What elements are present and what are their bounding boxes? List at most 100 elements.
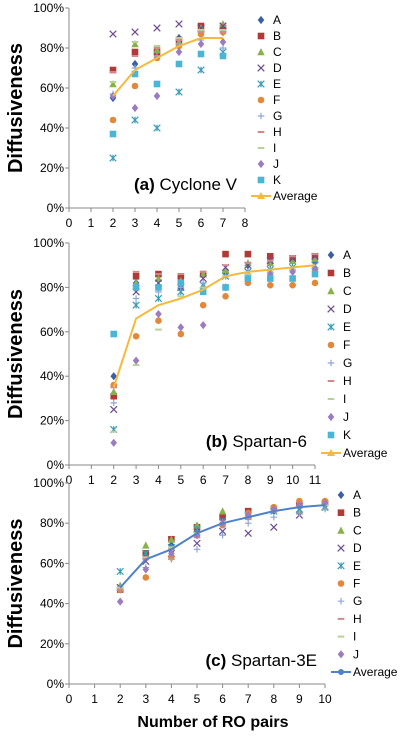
legend-marker-j — [327, 412, 335, 422]
y-tick-label: 80% — [40, 280, 64, 294]
data-point-f — [109, 116, 117, 124]
legend-marker-e — [327, 323, 335, 331]
x-tick-label: 3 — [132, 216, 139, 230]
x-tick-label: 0 — [66, 216, 73, 230]
x-tick-label: 2 — [117, 692, 124, 706]
data-point-g — [296, 509, 303, 517]
y-tick-label: 20% — [40, 414, 64, 428]
data-point-j — [321, 499, 329, 508]
legend-marker-a — [327, 250, 335, 260]
data-point-d — [131, 28, 139, 36]
x-tick-label: 2 — [110, 473, 117, 487]
average-line — [112, 264, 316, 388]
x-tick-label: 4 — [155, 473, 162, 487]
x-tick-label: 6 — [200, 473, 207, 487]
legend-marker-d — [327, 305, 335, 313]
data-point-j — [153, 91, 161, 101]
x-tick-label: 5 — [194, 692, 201, 706]
x-tick-label: 3 — [133, 473, 140, 487]
data-point-b — [219, 24, 227, 32]
legend-label: E — [273, 77, 281, 91]
y-tick-label: 0% — [47, 458, 65, 472]
x-tick-label: 2 — [110, 216, 117, 230]
legend-label: Average — [273, 189, 318, 203]
legend-label: F — [343, 338, 350, 352]
data-point-d — [153, 24, 161, 32]
data-point-f — [199, 301, 207, 309]
panel-title: (a) Cyclone V — [134, 175, 238, 194]
y-tick-label: 100% — [33, 236, 64, 250]
y-tick-label: 20% — [40, 161, 64, 175]
legend-marker-e — [337, 562, 345, 570]
x-tick-label: 1 — [91, 692, 98, 706]
legend-marker-b — [327, 269, 335, 277]
legend-label: G — [273, 109, 282, 123]
x-tick-label: 7 — [220, 216, 227, 230]
x-axis-label: Number of RO pairs — [137, 714, 288, 731]
data-point-k — [110, 330, 118, 338]
y-tick-label: 40% — [40, 597, 64, 611]
data-point-c — [110, 387, 118, 396]
legend-label: C — [343, 284, 352, 298]
data-point-b — [266, 253, 274, 260]
data-point-e — [154, 294, 163, 303]
data-point-f — [289, 281, 296, 289]
panel-name: Spartan-3E — [231, 651, 317, 670]
data-point-c — [266, 259, 274, 267]
y-axis-label: Diffusiveness — [5, 43, 27, 173]
panel-label: (c) — [206, 651, 232, 670]
legend-label: E — [343, 320, 351, 334]
y-tick-label: 60% — [40, 81, 64, 95]
legend-label: C — [353, 523, 362, 537]
y-tick-label: 0% — [47, 201, 65, 215]
data-point-k — [155, 284, 162, 291]
y-axis-label: Diffusiveness — [5, 518, 27, 648]
data-point-j — [193, 531, 201, 540]
data-point-k — [244, 275, 252, 282]
legend-marker-c — [327, 287, 335, 295]
legend-marker-a — [337, 490, 345, 500]
data-point-c — [154, 274, 163, 282]
legend-label: H — [353, 612, 362, 626]
data-point-k — [132, 284, 140, 291]
x-tick-label: 11 — [309, 473, 322, 487]
x-tick-label: 4 — [168, 692, 175, 706]
legend-label: B — [273, 29, 281, 43]
data-point-j — [168, 549, 175, 558]
legend-marker-average — [257, 192, 265, 199]
data-point-j — [199, 321, 207, 330]
chart-panel-1: 0% 20% 40% 60% 80% 100% 0 1 2 3 4 5 6 7 8 Diffusiveness… — [5, 1, 318, 230]
legend-label: I — [273, 141, 276, 155]
data-point-a — [131, 59, 139, 69]
data-point-g — [132, 295, 140, 302]
x-tick-label: 7 — [222, 473, 229, 487]
data-point-j — [155, 309, 162, 319]
legend-marker-e — [257, 80, 265, 88]
data-point-g — [270, 513, 278, 521]
data-point-d — [244, 529, 252, 537]
x-tick-label: 9 — [296, 692, 303, 706]
data-point-b — [109, 66, 117, 74]
data-point-d — [199, 274, 207, 283]
data-point-e — [142, 549, 150, 558]
y-tick-label: 0% — [47, 677, 65, 691]
data-point-f — [142, 574, 150, 581]
average-line — [119, 504, 326, 589]
legend-marker-c — [337, 526, 345, 534]
y-tick-label: 60% — [40, 325, 64, 339]
x-tick-label: 9 — [267, 473, 274, 487]
x-tick-label: 3 — [142, 692, 149, 706]
chart-panel-3: 0%20%40%60%80%100%0 1 2 3 4 5 6 7 8 9 10Diffusiven… — [5, 476, 398, 706]
legend-marker-f — [327, 341, 335, 349]
legend-marker-g — [327, 359, 335, 367]
data-point-c — [167, 535, 176, 543]
data-point-j — [175, 47, 183, 57]
data-point-a — [110, 372, 118, 381]
data-point-k — [177, 279, 185, 287]
x-tick-label: 6 — [219, 692, 226, 706]
y-axis-label: Diffusiveness — [5, 289, 27, 419]
data-point-j — [289, 267, 296, 276]
x-tick-label: 0 — [66, 692, 73, 706]
data-point-c — [153, 46, 161, 54]
